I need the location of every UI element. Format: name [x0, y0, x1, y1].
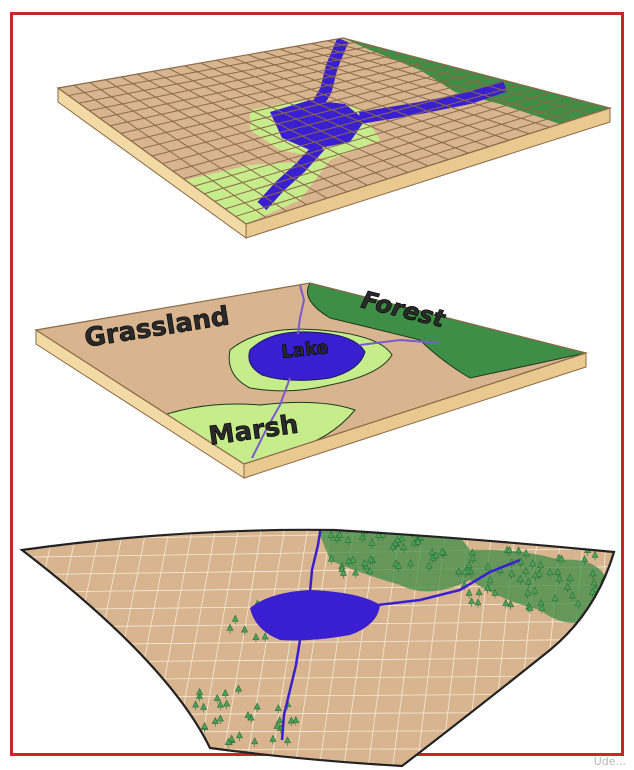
terrain-lake — [250, 590, 380, 641]
raster-layer — [56, 37, 613, 239]
terrain-river-north — [308, 529, 324, 593]
forest-polygon — [307, 283, 586, 379]
watermark: Ude... — [593, 755, 626, 768]
raster-grid-lines — [68, 40, 596, 218]
raster-lake-cells — [270, 100, 365, 150]
vector-river-east — [359, 338, 441, 346]
lake-label: Lake — [280, 337, 329, 363]
vector-river-north — [297, 284, 306, 335]
vector-river-south — [251, 377, 291, 459]
terrain-river-south — [280, 639, 302, 741]
terrain-forest-area — [318, 529, 612, 623]
terrain-layer — [19, 528, 616, 768]
vector-layer: Grassland Forest Lake Marsh — [34, 282, 589, 479]
raster-river-east — [359, 80, 507, 124]
terrain-river-east — [377, 558, 521, 607]
terrain-surface — [22, 529, 614, 766]
